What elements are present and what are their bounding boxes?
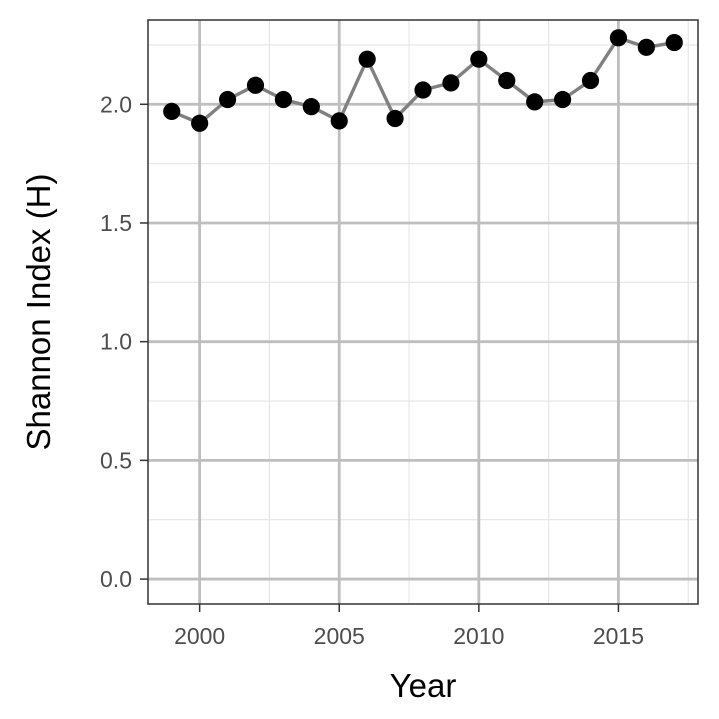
data-point xyxy=(414,81,432,99)
x-tick-label: 2010 xyxy=(453,623,504,649)
y-tick-label: 2.0 xyxy=(100,91,132,117)
data-point xyxy=(386,109,404,128)
data-point xyxy=(330,112,348,130)
y-tick-label: 0.5 xyxy=(100,447,132,473)
y-tick-label: 0.0 xyxy=(100,566,132,592)
data-point xyxy=(470,50,488,68)
data-point xyxy=(163,102,181,120)
data-point xyxy=(274,90,293,109)
x-axis-ticks: 2000 2005 2010 2015 xyxy=(174,604,644,649)
data-point xyxy=(637,38,655,56)
x-axis-title: Year xyxy=(390,667,457,704)
data-point xyxy=(302,98,320,116)
data-point xyxy=(526,93,544,111)
data-point xyxy=(191,114,209,132)
y-tick-label: 1.5 xyxy=(100,210,132,236)
x-tick-label: 2015 xyxy=(593,623,644,649)
minor-grid xyxy=(148,20,698,604)
x-tick-label: 2005 xyxy=(314,623,365,649)
y-axis-ticks: 0.0 0.5 1.0 1.5 2.0 xyxy=(100,91,148,592)
series-points xyxy=(163,29,683,132)
y-tick-label: 1.0 xyxy=(100,329,132,355)
data-point xyxy=(609,29,628,47)
data-point xyxy=(218,90,237,109)
y-axis-title: Shannon Index (H) xyxy=(20,173,57,450)
data-point xyxy=(665,33,683,52)
data-point xyxy=(442,74,460,92)
data-point xyxy=(498,71,516,90)
data-point xyxy=(581,71,600,90)
plot-panel-border xyxy=(147,19,699,605)
data-point xyxy=(246,76,265,94)
data-point xyxy=(553,90,572,109)
data-point xyxy=(358,50,376,68)
x-tick-label: 2000 xyxy=(174,623,225,649)
